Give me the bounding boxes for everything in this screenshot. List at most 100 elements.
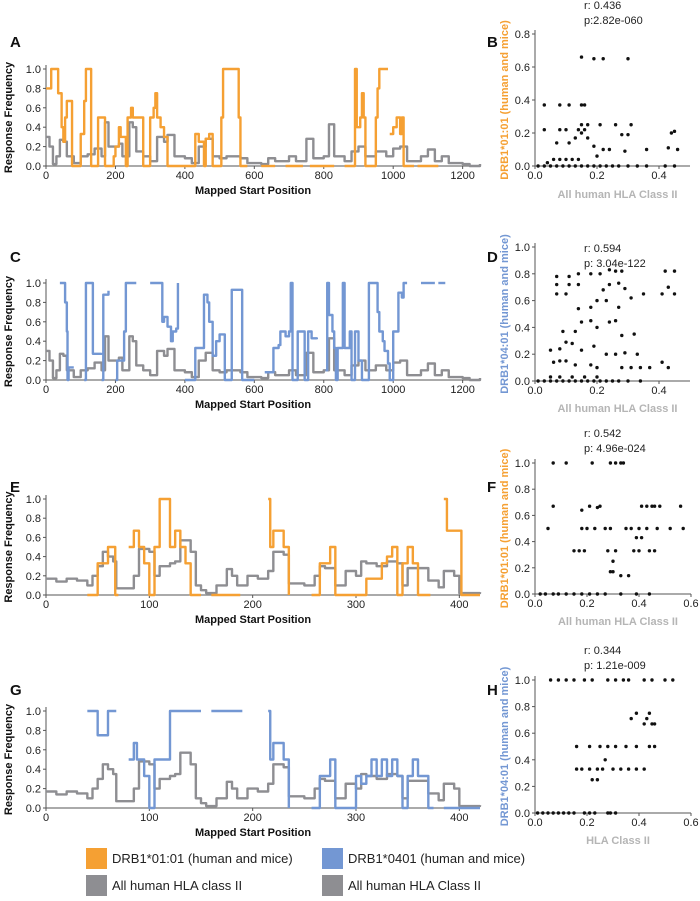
scatter-point (593, 526, 597, 531)
scatter-point (582, 103, 587, 107)
x-tick-label: 0 (43, 170, 49, 182)
scatter-point (551, 504, 555, 508)
y-tick-label: 0.6 (26, 317, 41, 329)
series-line-blue (264, 281, 319, 382)
x-tick-label: 0.0 (527, 170, 542, 182)
scatter-point (617, 379, 621, 383)
scatter-point (652, 549, 657, 553)
scatter-point (573, 363, 577, 367)
series-line-gray (46, 121, 482, 168)
scatter-point (576, 272, 581, 276)
x-tick-label: 0.0 (527, 385, 542, 397)
scatter-point (626, 767, 631, 771)
scatter-point (542, 379, 546, 383)
scatter-point (648, 365, 652, 370)
x-tick-label: 1000 (381, 384, 405, 396)
scatter-point (650, 678, 654, 682)
scatter-point (632, 332, 636, 336)
x-tick-label: 0.6 (683, 598, 698, 610)
x-axis-title: Mapped Start Position (195, 614, 311, 626)
scatter-point (545, 161, 550, 165)
scatter-point (587, 811, 592, 815)
legend-item-drb1-0401: DRB1*0401 (human and mice) (322, 848, 562, 869)
legend-swatch-orange (86, 848, 107, 869)
scatter-point (604, 298, 608, 303)
scatter-point (579, 164, 584, 168)
scatter-point (592, 379, 596, 383)
panel-label: D (487, 249, 498, 266)
y-tick-label: 0.6 (515, 728, 530, 740)
y-tick-label: 0.8 (515, 29, 530, 41)
x-axis-title: HLA Class II (586, 835, 650, 847)
y-tick-label: 0.2 (515, 563, 530, 575)
series-line-blue (311, 758, 434, 810)
scatter-point (666, 365, 670, 370)
series-line-blue (101, 290, 110, 382)
scatter-point (652, 744, 657, 749)
scatter-point (681, 526, 685, 531)
scatter-point (587, 767, 592, 771)
scatter-point (645, 504, 649, 508)
scatter-point (638, 379, 643, 383)
scatter-point (570, 157, 574, 162)
scatter-point (551, 592, 555, 596)
y-axis-title: Response Frequency (3, 275, 15, 387)
x-tick-label: 400 (450, 599, 468, 611)
x-tick-label: 0.4 (631, 817, 646, 829)
scatter-point (573, 136, 577, 140)
scatter-point (555, 141, 559, 145)
scatter-point (592, 144, 596, 148)
scatter-point (626, 573, 631, 578)
scatter-point (660, 360, 664, 364)
scatter-point (606, 811, 610, 815)
x-tick-label: 200 (243, 812, 261, 824)
x-tick-label: 300 (347, 812, 365, 824)
scatter-point (613, 269, 618, 273)
scatter-point (629, 123, 633, 127)
y-tick-label: 0.4 (515, 95, 530, 107)
scatter-point (592, 57, 596, 61)
scatter-point (558, 157, 562, 162)
scatter-point (587, 504, 592, 508)
scatter-point (572, 549, 576, 553)
panel-label: G (10, 682, 22, 699)
scatter-point (579, 348, 584, 352)
y-tick-label: 0.4 (515, 322, 530, 334)
x-tick-label: 0.2 (589, 385, 604, 397)
panel-label: B (487, 34, 498, 51)
scatter-point (592, 164, 596, 168)
scatter-point (579, 103, 584, 107)
scatter-point (589, 272, 593, 276)
x-axis-title: Mapped Start Position (195, 827, 311, 839)
scatter-point (579, 379, 584, 383)
scatter-point (586, 136, 590, 140)
scatter-point (595, 505, 600, 510)
scatter-point (652, 722, 657, 726)
scatter-point (548, 375, 553, 379)
scatter-point (595, 154, 599, 158)
scatter-point (629, 365, 633, 370)
scatter-point (572, 678, 576, 682)
scatter-point (595, 375, 599, 379)
y-tick-label: 1.0 (26, 278, 41, 290)
scatter-point (567, 274, 571, 279)
x-tick-label: 400 (450, 812, 468, 824)
scatter-point (558, 103, 562, 107)
scatter-point (642, 767, 646, 771)
y-tick-label: 0.8 (26, 83, 41, 95)
series-line-blue (184, 288, 255, 382)
scatter-point (579, 123, 584, 127)
scatter-point (620, 269, 624, 273)
scatter-point (573, 164, 577, 168)
y-tick-label: 0.0 (515, 376, 530, 388)
x-tick-label: 800 (315, 384, 333, 396)
scatter-point (619, 767, 623, 771)
scatter-point (536, 164, 540, 168)
scatter-point (567, 282, 571, 287)
scatter-point (595, 592, 600, 596)
scatter-point (576, 306, 581, 311)
p-value: p:2.82e-060 (584, 15, 643, 27)
scatter-point (589, 319, 593, 323)
y-tick-label: 0.4 (26, 552, 41, 564)
y-tick-label: 0.8 (26, 725, 41, 737)
